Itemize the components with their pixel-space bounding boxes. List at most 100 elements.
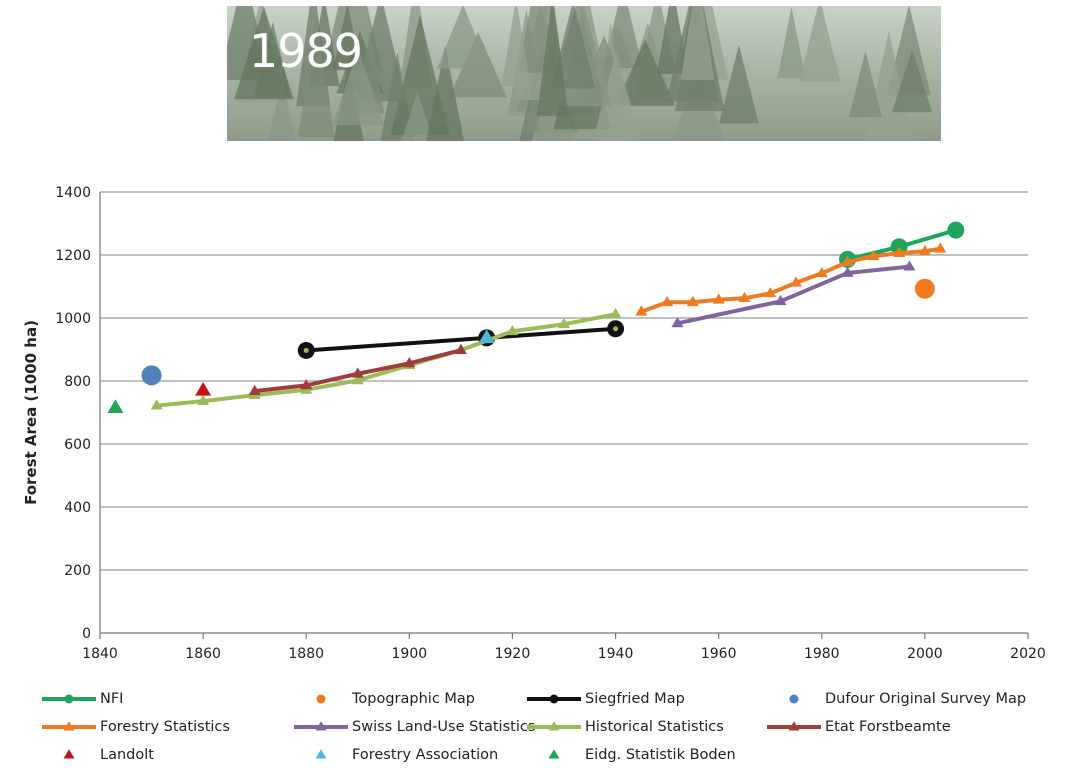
tree-shape: [887, 6, 931, 96]
data-point: [661, 295, 674, 307]
data-point: [893, 246, 906, 257]
series-dufour-original-survey-map: [141, 365, 162, 386]
series-line: [640, 246, 941, 314]
y-tick-label: 800: [64, 374, 91, 390]
legend-label: Forestry Association: [352, 747, 499, 763]
legend-swatch-icon: [42, 694, 96, 704]
series-forestry-association: [478, 329, 495, 344]
legend-swatch-icon: [527, 721, 581, 731]
data-point: [841, 255, 854, 266]
series-topographic-map: [914, 278, 935, 299]
data-point: [107, 399, 124, 413]
data-point: [248, 384, 261, 395]
legend-label: Historical Statistics: [585, 719, 724, 735]
data-point: [738, 291, 751, 303]
tree-shape: [891, 49, 933, 113]
legend-label: Swiss Land-Use Statistics: [352, 719, 536, 735]
data-point: [790, 276, 802, 287]
legend-item-eidg-statistik-boden: Eidg. Statistik Boden: [525, 744, 736, 766]
data-point: [609, 307, 622, 319]
legend-item-topographic-map: Topographic Map: [292, 688, 475, 710]
tree-shape: [680, 6, 715, 80]
data-point: [841, 266, 854, 277]
forest-illustration: [227, 6, 933, 141]
data-point-center: [303, 347, 309, 353]
data-point: [351, 367, 364, 378]
y-tick-label: 0: [82, 626, 91, 642]
legend-label: Forestry Statistics: [100, 719, 230, 735]
legend-item-nfi: NFI: [40, 688, 123, 710]
tree-shape: [437, 6, 489, 69]
data-point: [686, 295, 699, 307]
legend-label: Etat Forstbeamte: [825, 719, 951, 735]
x-tick-label: 1980: [804, 646, 840, 662]
x-tick-label: 1940: [598, 646, 634, 662]
legend-item-etat-forstbeamte: Etat Forstbeamte: [765, 716, 951, 738]
data-point: [918, 244, 931, 256]
tree-shape: [501, 6, 531, 87]
tree-shape: [592, 50, 640, 141]
tree-shape: [426, 45, 465, 141]
data-point: [506, 324, 519, 336]
legend-label: Landolt: [100, 747, 154, 763]
data-point-center: [613, 326, 619, 332]
tree-shape: [537, 6, 569, 116]
series-landolt: [195, 382, 212, 396]
data-point: [934, 242, 947, 253]
legend-label: Topographic Map: [352, 691, 475, 707]
data-point: [764, 287, 777, 298]
header-banner: 1989: [227, 6, 941, 141]
legend-swatch-icon: [63, 749, 75, 759]
y-tick-label: 400: [64, 500, 91, 516]
series-eidg-statistik-boden: [107, 399, 124, 413]
data-point: [635, 305, 648, 316]
data-point: [141, 365, 162, 386]
y-tick-label: 1200: [55, 248, 91, 264]
legend-swatch-icon: [767, 721, 821, 731]
legend-swatch-icon: [294, 721, 348, 731]
legend-swatch-icon: [789, 694, 799, 704]
legend-swatch-icon: [548, 749, 560, 759]
series-line: [156, 312, 616, 408]
data-point: [815, 266, 828, 278]
data-point: [914, 278, 935, 299]
y-tick-label: 1000: [55, 311, 91, 327]
data-point: [403, 357, 416, 368]
tree-shape: [777, 6, 806, 79]
legend-swatch-icon: [316, 694, 326, 704]
x-tick-label: 2000: [907, 646, 943, 662]
legend-label: Eidg. Statistik Boden: [585, 747, 736, 763]
tree-shape: [799, 6, 841, 83]
tree-shape: [401, 91, 434, 141]
data-point: [197, 394, 210, 406]
legend-label: Siegfried Map: [585, 691, 685, 707]
data-point: [558, 317, 570, 329]
data-point: [300, 379, 313, 390]
data-point: [454, 343, 467, 355]
data-point: [478, 329, 495, 344]
tree-shape: [234, 6, 294, 100]
series-forestry-statistics: [635, 242, 947, 316]
data-point: [903, 260, 916, 271]
legend-item-forestry-statistics: Forestry Statistics: [40, 716, 230, 738]
data-point: [774, 294, 787, 306]
tree-shape: [332, 48, 385, 126]
legend-swatch-icon: [315, 749, 327, 759]
legend-item-dufour-original-survey-map: Dufour Original Survey Map: [765, 688, 1026, 710]
data-point: [195, 382, 212, 396]
x-tick-label: 1880: [288, 646, 324, 662]
legend-item-siegfried-map: Siegfried Map: [525, 688, 685, 710]
legend-item-swiss-land-use-statistics: Swiss Land-Use Statistics: [292, 716, 535, 738]
series-line: [677, 264, 910, 326]
legend-label: NFI: [100, 691, 124, 707]
data-point: [947, 221, 965, 239]
series-historical-statistics: [150, 307, 622, 410]
series-etat-forstbeamte: [248, 343, 467, 395]
legend-swatch-icon: [527, 694, 581, 704]
tree-shape: [267, 79, 297, 141]
legend-item-historical-statistics: Historical Statistics: [525, 716, 724, 738]
y-axis-label: Forest Area (1000 ha): [22, 320, 40, 505]
series-swiss-land-use-statistics: [671, 260, 916, 328]
data-point: [150, 399, 163, 410]
banner-title: 1989: [249, 24, 363, 78]
